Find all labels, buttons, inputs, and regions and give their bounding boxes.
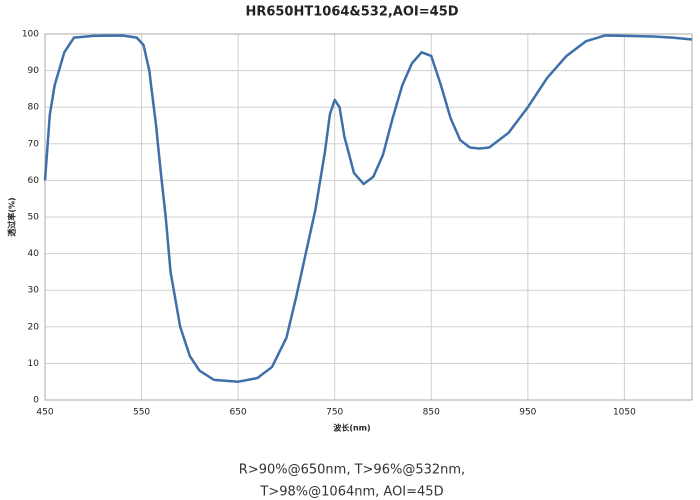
y-tick-label: 40	[28, 249, 40, 259]
x-tick-label: 750	[326, 408, 343, 418]
y-tick-label: 50	[28, 213, 40, 223]
y-tick-label: 100	[22, 30, 39, 40]
caption: R>90%@650nm, T>96%@532nm,	[239, 463, 465, 478]
y-tick-label: 90	[28, 66, 40, 76]
x-tick-label: 650	[230, 408, 247, 418]
y-tick-label: 30	[28, 286, 40, 296]
data-line	[43, 34, 693, 383]
y-tick-label: 20	[28, 322, 40, 332]
x-tick-label: 550	[133, 408, 150, 418]
x-tick-label: 450	[36, 408, 53, 418]
y-tick-label: 80	[28, 103, 40, 113]
y-tick-label: 70	[28, 139, 40, 149]
x-tick-label: 850	[423, 408, 440, 418]
y-tick-label: 10	[28, 359, 40, 369]
y-tick-label: 0	[33, 396, 39, 406]
caption: T>98%@1064nm, AOI=45D	[259, 485, 443, 500]
x-tick-label: 950	[519, 408, 536, 418]
plot-frame	[44, 33, 693, 401]
chart-title: HR650HT1064&532,AOI=45D	[245, 5, 458, 20]
x-tick-label: 1050	[613, 408, 636, 418]
x-axis-title: 波长(nm)	[333, 423, 370, 433]
y-tick-label: 60	[28, 176, 40, 186]
y-axis-title: 透过率(%)	[7, 197, 17, 236]
